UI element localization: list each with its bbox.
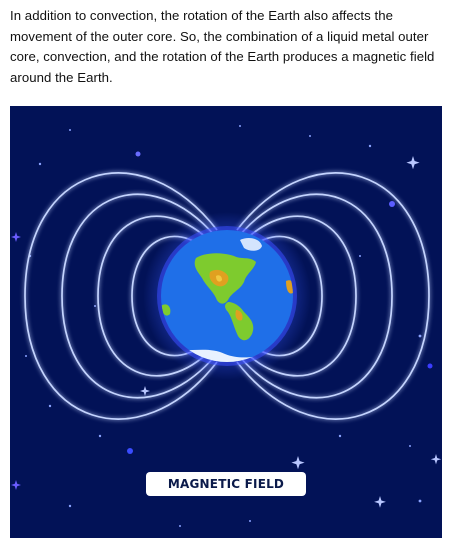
earth-illustration bbox=[143, 212, 311, 380]
magnetic-field-illustration: MAGNETIC FIELD bbox=[10, 106, 442, 538]
star-icon bbox=[11, 156, 442, 508]
magnetic-field-label: MAGNETIC FIELD bbox=[146, 472, 306, 496]
magnetic-field-diagram bbox=[11, 125, 442, 527]
intro-paragraph: In addition to convection, the rotation … bbox=[10, 8, 435, 85]
